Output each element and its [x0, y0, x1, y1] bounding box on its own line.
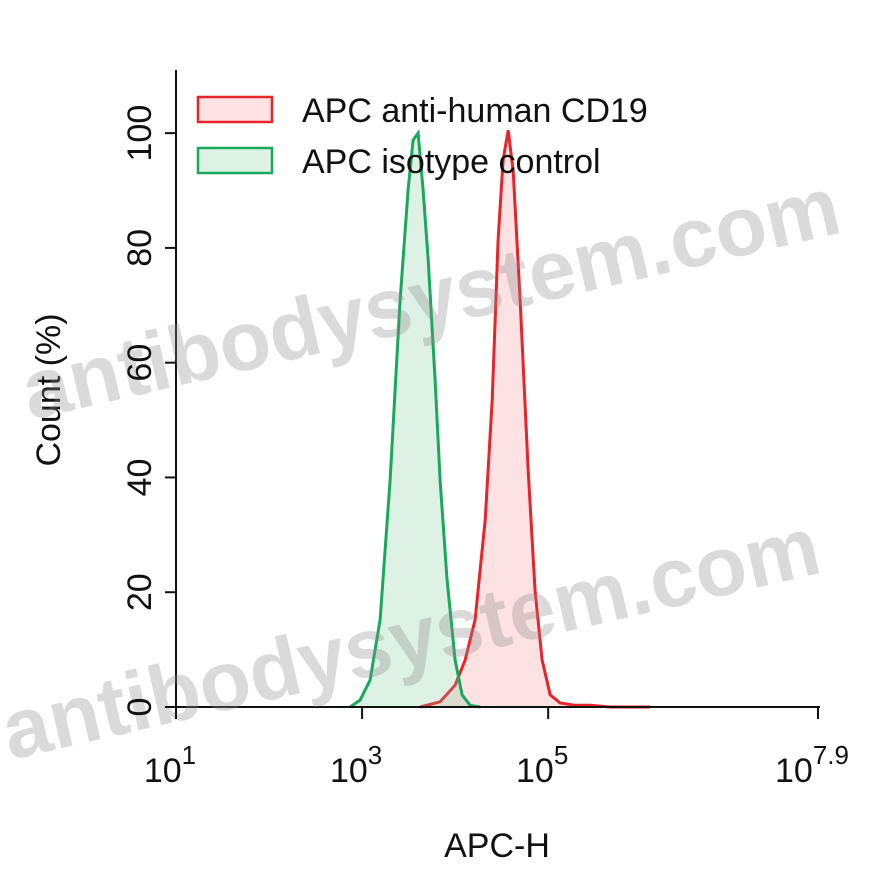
x-tick-label: 105 — [516, 740, 568, 790]
x-tick-label: 101 — [144, 740, 196, 790]
histogram-line — [419, 130, 651, 709]
y-tick-label: 100 — [121, 105, 159, 162]
x-tick-exponent: 5 — [554, 740, 568, 770]
y-tick-label: 20 — [121, 573, 159, 611]
legend-label: APC isotype control — [302, 143, 601, 181]
y-tick-label: 60 — [121, 344, 159, 382]
legend-label: APC anti-human CD19 — [302, 92, 648, 130]
x-tick-base: 10 — [775, 752, 813, 790]
y-axis-label: Count (%) — [30, 313, 68, 466]
x-tick-base: 10 — [516, 752, 554, 790]
y-tick-label: 0 — [121, 698, 159, 717]
legend-swatch — [196, 95, 274, 124]
x-tick-label: 103 — [330, 740, 382, 790]
x-tick-label: 107.9 — [775, 740, 849, 790]
x-tick-base: 10 — [330, 752, 368, 790]
y-tick-label: 40 — [121, 459, 159, 497]
y-tick-label: 80 — [121, 229, 159, 267]
plot-area — [349, 128, 651, 709]
legend-swatch — [196, 146, 274, 175]
x-tick-exponent: 3 — [368, 740, 382, 770]
x-tick-exponent: 7.9 — [813, 740, 849, 770]
histogram-area — [350, 133, 481, 708]
x-tick-base: 10 — [144, 752, 182, 790]
x-axis-label: APC-H — [444, 827, 550, 865]
histogram-line — [349, 128, 481, 709]
x-tick-exponent: 1 — [182, 740, 196, 770]
